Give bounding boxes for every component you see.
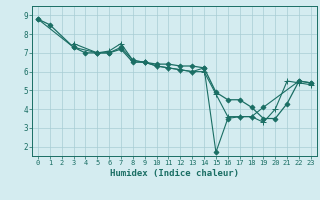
X-axis label: Humidex (Indice chaleur): Humidex (Indice chaleur) [110,169,239,178]
